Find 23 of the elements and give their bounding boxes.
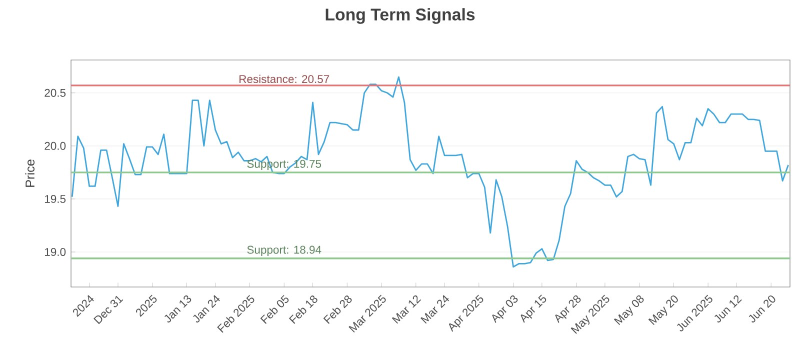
y-axis-title: Price xyxy=(25,160,35,187)
x-tick-label: Mar 12 xyxy=(392,295,422,324)
x-tick-label: Feb 18 xyxy=(288,296,318,324)
x-tick-label: Apr 03 xyxy=(492,295,518,323)
x-tick-label: Apr 15 xyxy=(520,294,546,323)
x-tick-label: Jan 13 xyxy=(164,295,192,322)
x-tick-label: Mar 24 xyxy=(420,295,450,324)
chart-title: Long Term Signals xyxy=(326,8,475,24)
y-tick-label: 19.0 xyxy=(45,248,66,256)
y-tick-label: 20.0 xyxy=(44,142,66,150)
ref-line-label: Resistance: 20.57 xyxy=(240,74,330,84)
ref-line-label: Support: 18.94 xyxy=(247,246,322,256)
x-tick-label: Jan 24 xyxy=(193,295,220,322)
y-tick-label: 19.5 xyxy=(45,194,66,203)
x-tick-label: Feb 05 xyxy=(260,294,289,324)
x-tick-label: Jun 12 xyxy=(714,295,742,322)
x-tick-label: Apr 28 xyxy=(555,295,581,323)
y-tick-label: 20.5 xyxy=(44,88,66,97)
x-tick-label: May 20 xyxy=(648,295,678,325)
x-tick-label: May 08 xyxy=(614,295,644,325)
x-tick-label: Jun 20 xyxy=(748,295,776,322)
x-tick-label: Dec 31 xyxy=(94,296,124,324)
x-tick-label: Feb 28 xyxy=(323,296,352,324)
